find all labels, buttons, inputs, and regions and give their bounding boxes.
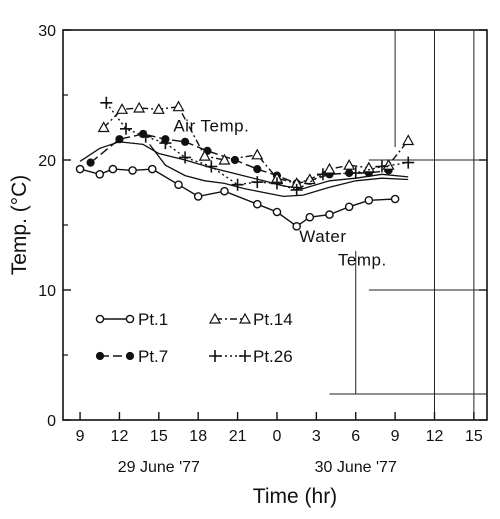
data-point-pt1	[364, 195, 374, 205]
data-point-pt14	[251, 148, 264, 160]
data-point-pt1	[252, 199, 262, 209]
data-point-pt1	[75, 164, 85, 174]
x-axis-label: Time (hr)	[253, 485, 337, 508]
data-point-pt26	[290, 183, 303, 196]
legend-marker	[239, 350, 251, 362]
legend-marker	[209, 350, 221, 362]
data-point-pt14	[133, 101, 146, 113]
legend-marker	[238, 312, 252, 324]
series-line-unlabeled-5	[149, 144, 409, 198]
y-axis-label: Temp. (°C)	[8, 175, 31, 276]
legend-marker	[125, 314, 135, 324]
legend-label: Pt.26	[253, 347, 293, 366]
data-point-pt14	[382, 158, 395, 170]
data-point-pt14	[116, 103, 129, 114]
legend-marker	[95, 314, 105, 324]
data-point-pt14	[218, 153, 231, 165]
data-point-pt26	[316, 168, 329, 181]
data-point-pt26	[159, 137, 172, 150]
data-point-pt26	[349, 167, 362, 179]
series-line-pt7	[90, 133, 389, 185]
data-point-pt7	[253, 165, 262, 174]
data-point-pt26	[120, 122, 133, 135]
chart-annotation: Air Temp.	[173, 116, 249, 135]
legend-marker	[95, 351, 105, 361]
legend-label: Pt.14	[253, 310, 293, 329]
data-point-pt7	[86, 158, 95, 167]
data-point-pt26	[402, 156, 415, 169]
data-point-pt14	[343, 158, 356, 170]
data-point-pt1	[272, 207, 282, 217]
data-point-pt7	[180, 137, 190, 146]
x-tick-label: 3	[312, 428, 321, 445]
x-tick-label: 15	[465, 428, 483, 445]
data-point-pt1	[174, 180, 183, 189]
data-point-pt26	[179, 151, 192, 164]
date-label: 30 June '77	[315, 459, 397, 476]
data-point-pt7	[115, 135, 124, 144]
x-tick-label: 15	[150, 428, 168, 445]
data-point-pt1	[344, 202, 354, 212]
data-point-pt1	[292, 221, 301, 231]
chart-annotation: Water	[299, 227, 346, 246]
data-point-pt1	[220, 186, 229, 196]
y-tick-label: 30	[38, 23, 56, 40]
data-point-pt14	[152, 103, 165, 114]
x-tick-label: 6	[351, 428, 360, 445]
data-point-pt14	[97, 121, 110, 133]
x-tick-label: 0	[273, 428, 282, 445]
x-tick-label: 9	[391, 428, 400, 445]
data-point-pt14	[362, 161, 375, 173]
data-point-pt14	[172, 100, 185, 112]
data-point-pt26	[139, 130, 152, 143]
data-point-pt1	[390, 194, 400, 204]
y-tick-label: 0	[47, 413, 56, 430]
y-tick-label: 20	[38, 153, 56, 170]
x-tick-label: 21	[229, 428, 247, 445]
legend-marker	[125, 351, 135, 361]
data-point-pt14	[198, 149, 211, 161]
data-point-pt7	[138, 129, 148, 139]
chart-annotation: Temp.	[338, 250, 387, 269]
date-label: 29 June '77	[118, 459, 200, 476]
legend-label: Pt.1	[138, 310, 168, 329]
x-tick-label: 12	[426, 428, 444, 445]
data-point-pt1	[325, 210, 334, 219]
legend-label: Pt.7	[138, 347, 168, 366]
data-point-pt26	[251, 176, 264, 189]
y-tick-label: 10	[38, 283, 56, 300]
data-point-pt14	[323, 162, 336, 174]
data-point-pt26	[100, 96, 113, 109]
data-point-pt1	[193, 192, 203, 201]
data-point-pt26	[231, 178, 244, 191]
data-point-pt14	[402, 134, 415, 146]
data-point-pt1	[108, 164, 118, 174]
data-point-pt1	[147, 164, 157, 174]
legend-marker	[208, 312, 222, 324]
data-point-pt26	[375, 160, 388, 173]
series-line-unlabeled-4	[79, 141, 409, 190]
x-tick-label: 18	[189, 428, 207, 445]
series-line-pt1	[79, 168, 396, 228]
x-tick-label: 12	[111, 428, 129, 445]
x-tick-label: 9	[76, 428, 85, 445]
data-point-pt1	[128, 166, 137, 175]
data-point-pt1	[305, 212, 315, 222]
data-point-pt1	[95, 169, 105, 179]
